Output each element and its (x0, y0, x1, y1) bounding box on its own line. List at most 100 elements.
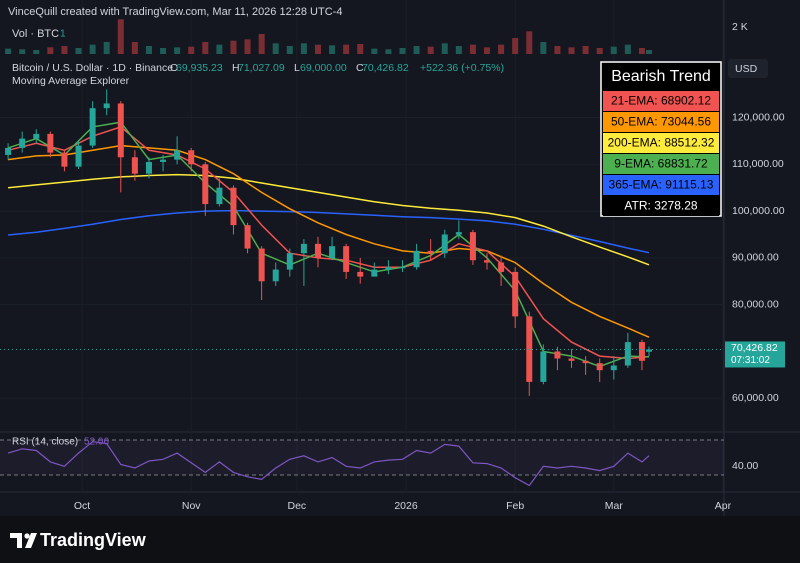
volume-bar (540, 42, 547, 54)
candle-body (526, 316, 533, 382)
candle-body (596, 363, 603, 371)
ohlc-key: O (170, 62, 178, 74)
volume-bar (645, 50, 652, 54)
candle-body (413, 250, 420, 268)
table-row (603, 196, 719, 216)
volume-bar (554, 46, 561, 54)
candle-body (399, 267, 406, 269)
candle-body (117, 103, 124, 158)
volume-bar (33, 50, 40, 54)
table-row (603, 175, 719, 195)
trend-table: Bearish Trend 21-EMA: 68902.12 50-EMA: 73… (600, 61, 722, 217)
table-row-text: 200-EMA: 88512.32 (608, 136, 715, 150)
volume-bar (624, 44, 631, 54)
candle-body (131, 157, 138, 174)
ohlc-value: 71,027.09 (238, 62, 285, 74)
candle-body (61, 152, 68, 167)
ema-line (8, 173, 650, 266)
volume-bar (399, 48, 406, 54)
x-tick-label: Mar (605, 500, 624, 512)
last-price-box (725, 341, 785, 368)
labels: VinceQuill created with TradingView.com,… (8, 6, 785, 550)
volume-tick-label: 2 K (732, 21, 748, 33)
table-row (603, 133, 719, 153)
table-row-text: 365-EMA: 91115.13 (609, 178, 714, 192)
volume-bar (610, 46, 617, 54)
volume-bar (526, 31, 533, 54)
candle-body (469, 232, 476, 261)
x-tick-label: Apr (715, 500, 732, 512)
candle-body (329, 246, 336, 258)
candle-body (343, 246, 350, 272)
footer-band (0, 516, 800, 563)
candle-body (188, 150, 195, 165)
candle-body (258, 248, 265, 282)
candle-body (314, 243, 321, 258)
candle-body (19, 138, 26, 148)
x-tick-label: Oct (74, 500, 90, 512)
candle-body (244, 225, 251, 249)
ema-line (8, 144, 650, 338)
y-tick-label: 110,000.00 (732, 158, 784, 170)
logo: TradingView (10, 530, 147, 550)
volume-bar (174, 47, 181, 54)
currency-box[interactable] (728, 59, 768, 78)
rsi-value: 52.06 (84, 437, 109, 448)
volume-value: 1 (60, 29, 66, 40)
currency[interactable]: USD (735, 63, 758, 75)
candle-body (554, 351, 561, 359)
volume-bar (286, 46, 293, 54)
marks (0, 19, 724, 487)
volume-bar (188, 46, 195, 54)
volume-bar (512, 38, 519, 54)
volume-bar (568, 47, 575, 54)
volume-bar (202, 42, 209, 54)
volume-bar (47, 47, 54, 54)
y-tick-label: 120,000.00 (732, 111, 785, 123)
candle-body (427, 250, 434, 254)
logo-dot (24, 533, 30, 539)
volume-bar (89, 44, 96, 54)
table-row-text: ATR: 3278.28 (624, 199, 697, 213)
x-tick-label: Feb (506, 500, 524, 512)
candle-body (638, 342, 645, 361)
volume-bar (638, 48, 645, 54)
change: +522.36 (+0.75%) (420, 62, 504, 74)
candle-body (216, 187, 223, 205)
volume-bar (230, 40, 237, 54)
x-tick-label: Nov (182, 500, 201, 512)
indicator-name: Moving Average Explorer (12, 75, 130, 87)
ema-line (8, 209, 650, 254)
candle-body (498, 262, 505, 272)
volume-bar (343, 44, 350, 54)
y-tick-label: 90,000.00 (732, 252, 779, 264)
volume-bar (357, 44, 364, 54)
rsi-tick-label: 40.00 (732, 460, 758, 472)
table-row (603, 112, 719, 132)
countdown: 07:31:02 (731, 355, 770, 366)
candle-body (300, 243, 307, 254)
volume-bar (61, 46, 68, 54)
volume-bar (216, 44, 223, 54)
volume-bar (596, 48, 603, 54)
table-row-text: 50-EMA: 73044.56 (611, 115, 711, 129)
volume-bar (103, 42, 110, 54)
volume-bar (498, 44, 505, 54)
candle-body (645, 349, 652, 352)
table-title: Bearish Trend (611, 68, 711, 85)
symbol: Bitcoin / U.S. Dollar · 1D · Binance (12, 62, 173, 74)
candle-body (624, 342, 631, 366)
x-tick-label: 2026 (394, 500, 418, 512)
ohlc-key: L (294, 62, 300, 74)
volume-bar (258, 34, 265, 54)
volume-bar (371, 48, 378, 54)
candle-body (47, 133, 54, 153)
volume-bar (5, 48, 12, 54)
last-price-label: 70,426.82 (731, 342, 778, 354)
candle-body (5, 147, 12, 155)
volume-bar (582, 46, 589, 54)
volume-bar (329, 45, 336, 54)
candle-body (75, 145, 82, 167)
table-row-text: 9-EMA: 68831.72 (614, 157, 708, 171)
